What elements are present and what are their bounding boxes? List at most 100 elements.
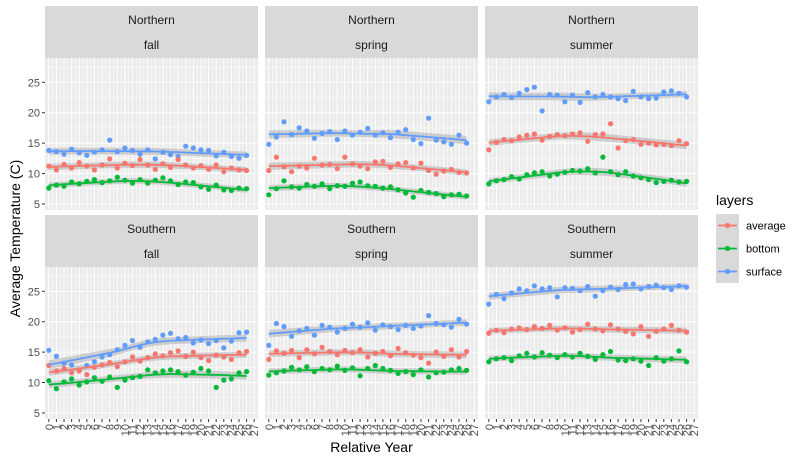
x-tick-label: 3	[507, 424, 519, 430]
data-point-bottom	[213, 384, 219, 390]
data-point-average	[334, 166, 340, 172]
x-tick-label: 6	[309, 424, 321, 430]
panel-southern-fall: Southernfall5101520250123456789101112131…	[28, 215, 261, 436]
x-tick-label: 9	[552, 424, 564, 430]
x-tick-label: 17	[393, 424, 405, 436]
data-point-bottom	[198, 365, 204, 372]
x-tick-label: 17	[173, 424, 185, 436]
data-point-surface	[334, 136, 340, 143]
panel-plot	[266, 115, 470, 200]
data-point-bottom	[281, 178, 287, 184]
data-point-bottom	[456, 365, 462, 372]
data-point-surface	[486, 301, 492, 307]
data-point-average	[607, 322, 614, 328]
x-tick-label: 2	[499, 424, 511, 430]
facet-strip-region: Southern	[347, 222, 396, 236]
x-tick-label: 20	[416, 424, 428, 436]
smooth-line-bottom	[268, 184, 467, 198]
data-point-average	[531, 131, 538, 137]
x-tick-label: 16	[606, 424, 618, 436]
confidence-band-average	[48, 351, 247, 376]
data-point-average	[524, 132, 530, 138]
data-point-bottom	[319, 181, 325, 187]
data-point-average	[114, 364, 120, 370]
x-tick-label: 22	[431, 424, 443, 436]
data-point-surface	[516, 286, 522, 292]
smooth-line-average	[268, 351, 467, 356]
data-point-surface	[547, 285, 553, 291]
x-tick-label: 0	[44, 424, 56, 430]
x-tick-label: 7	[537, 424, 549, 430]
data-point-bottom	[349, 180, 356, 186]
data-point-average	[84, 372, 90, 378]
data-point-average	[456, 354, 462, 360]
data-point-surface	[539, 108, 545, 114]
data-point-surface	[623, 282, 629, 288]
data-point-average	[175, 348, 181, 354]
y-tick-label: 10	[28, 378, 40, 390]
data-point-surface	[99, 354, 105, 360]
data-point-surface	[531, 84, 538, 90]
data-point-surface	[266, 342, 272, 348]
legend-item-average: average	[716, 214, 786, 237]
confidence-band-surface	[268, 319, 467, 338]
x-tick-label: 24	[446, 424, 458, 436]
data-point-average	[615, 145, 621, 151]
data-point-bottom	[244, 369, 250, 375]
facet-strip	[485, 215, 698, 267]
facet-strip-region: Northern	[348, 13, 395, 27]
data-point-average	[638, 141, 644, 147]
x-tick-label: 6	[89, 424, 101, 430]
data-point-average	[76, 368, 82, 374]
data-point-surface	[137, 151, 143, 157]
data-point-average	[577, 130, 583, 136]
x-tick-label: 12	[355, 424, 367, 436]
data-point-average	[273, 154, 279, 160]
data-point-average	[289, 347, 295, 353]
data-point-average	[69, 370, 75, 376]
data-point-bottom	[410, 372, 416, 378]
x-tick-label: 21	[644, 424, 656, 436]
x-tick-label: 10	[120, 424, 132, 436]
legend-item-bottom: bottom	[716, 237, 780, 260]
data-point-bottom	[114, 384, 120, 390]
data-point-surface	[311, 135, 317, 141]
data-point-surface	[464, 140, 470, 146]
data-point-average	[433, 349, 439, 355]
x-axis-title: Relative Year	[330, 439, 413, 455]
x-tick-label: 0	[264, 424, 276, 430]
data-point-average	[334, 352, 340, 358]
facet-strip-region: Northern	[128, 13, 175, 27]
data-point-surface	[524, 87, 530, 93]
data-point-surface	[152, 156, 158, 162]
data-point-surface	[630, 88, 636, 94]
x-tick-label: 23	[219, 424, 231, 436]
data-point-bottom	[539, 169, 545, 175]
data-point-average	[646, 333, 652, 339]
smooth-line-average	[268, 163, 467, 174]
x-tick-label: 5	[522, 424, 534, 430]
data-point-average	[668, 322, 675, 328]
x-tick-label: 2	[59, 424, 71, 430]
x-tick-label: 6	[529, 424, 541, 430]
data-point-surface	[53, 353, 60, 359]
data-point-bottom	[69, 376, 75, 382]
facet-strip	[45, 6, 258, 58]
data-point-average	[653, 142, 659, 148]
data-point-average	[418, 355, 424, 361]
data-point-surface	[206, 341, 212, 347]
x-tick-label: 20	[196, 424, 208, 436]
legend: layers average bottom surface	[716, 192, 786, 283]
panel-northern-spring: Northern spring	[265, 6, 478, 210]
legend-key-point	[724, 245, 731, 252]
legend-label: bottom	[746, 244, 780, 256]
x-tick-label: 13	[363, 424, 375, 436]
x-tick-label: 27	[689, 424, 701, 436]
data-point-average	[319, 344, 325, 350]
smooth-line-surface	[48, 150, 247, 156]
data-point-bottom	[76, 382, 82, 388]
confidence-band-bottom	[488, 167, 687, 187]
data-point-average	[167, 350, 174, 356]
x-tick-label: 16	[386, 424, 398, 436]
x-tick-label: 10	[340, 424, 352, 436]
